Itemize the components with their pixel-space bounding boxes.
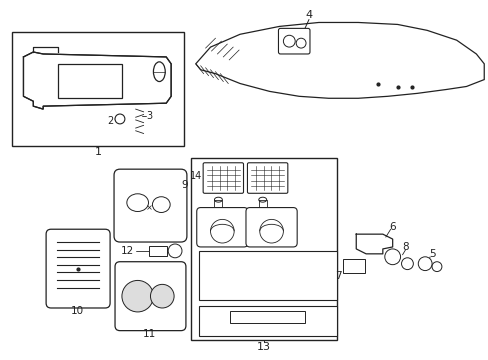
FancyBboxPatch shape: [247, 163, 287, 193]
Circle shape: [210, 219, 234, 243]
Bar: [198, 251, 336, 300]
Bar: [198, 306, 336, 336]
Bar: [149, 246, 167, 256]
Polygon shape: [195, 22, 483, 98]
Text: 4: 4: [305, 10, 312, 19]
Text: 9: 9: [181, 180, 188, 190]
Bar: [343, 259, 365, 273]
Ellipse shape: [153, 62, 165, 82]
FancyBboxPatch shape: [278, 28, 309, 54]
Circle shape: [259, 219, 283, 243]
Ellipse shape: [214, 197, 222, 202]
FancyBboxPatch shape: [203, 163, 243, 193]
Circle shape: [115, 114, 124, 124]
Text: 12: 12: [120, 246, 133, 256]
Text: 7: 7: [335, 271, 341, 282]
FancyBboxPatch shape: [196, 208, 247, 247]
Text: 1: 1: [95, 148, 102, 157]
Polygon shape: [23, 52, 171, 109]
Text: 8: 8: [401, 242, 408, 252]
Ellipse shape: [126, 194, 148, 212]
Circle shape: [417, 257, 431, 271]
Bar: [190, 158, 336, 341]
Circle shape: [150, 284, 174, 308]
FancyBboxPatch shape: [46, 229, 110, 308]
Circle shape: [296, 38, 305, 48]
Ellipse shape: [258, 197, 266, 202]
Text: 13: 13: [256, 342, 270, 352]
Circle shape: [283, 35, 295, 47]
FancyBboxPatch shape: [245, 208, 297, 247]
Circle shape: [384, 249, 400, 265]
FancyBboxPatch shape: [115, 262, 185, 330]
Text: 11: 11: [142, 329, 156, 339]
FancyBboxPatch shape: [114, 169, 186, 242]
Circle shape: [401, 258, 412, 270]
Circle shape: [431, 262, 441, 271]
Bar: [12, 32, 183, 145]
Text: 5: 5: [428, 249, 434, 259]
Bar: [230, 311, 305, 323]
Text: 2: 2: [107, 116, 113, 126]
Circle shape: [168, 244, 182, 258]
Ellipse shape: [152, 197, 170, 212]
Text: 10: 10: [71, 306, 84, 316]
Text: 6: 6: [388, 222, 395, 232]
Circle shape: [122, 280, 153, 312]
Bar: [58, 64, 122, 98]
Text: 14: 14: [189, 171, 202, 181]
Text: 3: 3: [146, 111, 152, 121]
